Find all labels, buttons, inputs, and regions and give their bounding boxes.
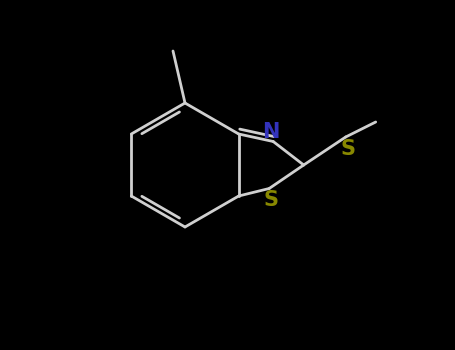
Text: N: N xyxy=(263,121,280,141)
Text: S: S xyxy=(264,190,279,210)
Text: S: S xyxy=(340,139,355,159)
